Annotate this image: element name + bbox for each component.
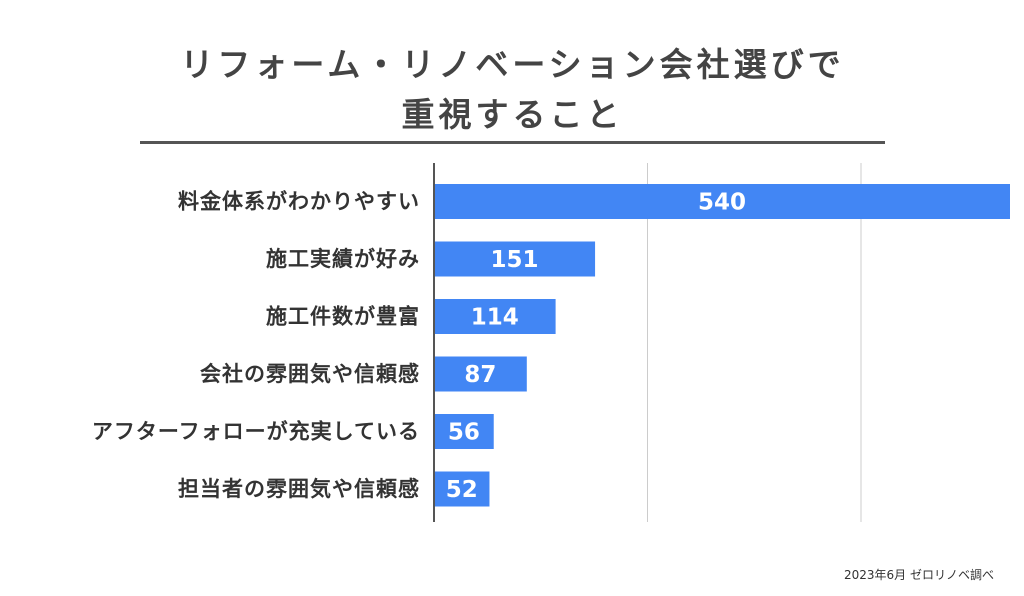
bars: 540 151 114 87 56 52 — [434, 184, 1010, 507]
category-labels: 料金体系がわかりやすい施工実績が好み施工件数が豊富会社の雰囲気や信頼感アフターフ… — [92, 190, 420, 502]
category-label: 担当者の雰囲気や信頼感 — [178, 477, 420, 501]
title-underline — [140, 141, 885, 144]
category-label: 施工件数が豊富 — [266, 305, 420, 329]
chart-title-line-1: リフォーム・リノベーション会社選びで — [180, 45, 845, 84]
category-label: 会社の雰囲気や信頼感 — [200, 362, 420, 386]
bar-value-label: 87 — [464, 362, 496, 388]
gridlines — [647, 163, 862, 522]
bar — [434, 414, 494, 449]
bar-value-label: 540 — [698, 190, 746, 216]
category-label: 料金体系がわかりやすい — [178, 190, 420, 214]
bar-value-label: 56 — [448, 420, 480, 446]
category-label: アフターフォローが充実している — [92, 420, 420, 444]
bar-value-label: 114 — [471, 305, 519, 331]
bar-value-label: 52 — [446, 477, 478, 503]
bar — [434, 471, 490, 507]
chart-title-line-2: 重視すること — [401, 95, 624, 134]
bar — [434, 184, 1010, 219]
category-label: 施工実績が好み — [266, 247, 420, 271]
bar — [434, 299, 556, 334]
bar — [434, 241, 596, 277]
bar — [434, 356, 527, 392]
bar-value-label: 151 — [491, 247, 539, 273]
source-note: 2023年6月 ゼロリノベ調べ — [844, 568, 994, 582]
